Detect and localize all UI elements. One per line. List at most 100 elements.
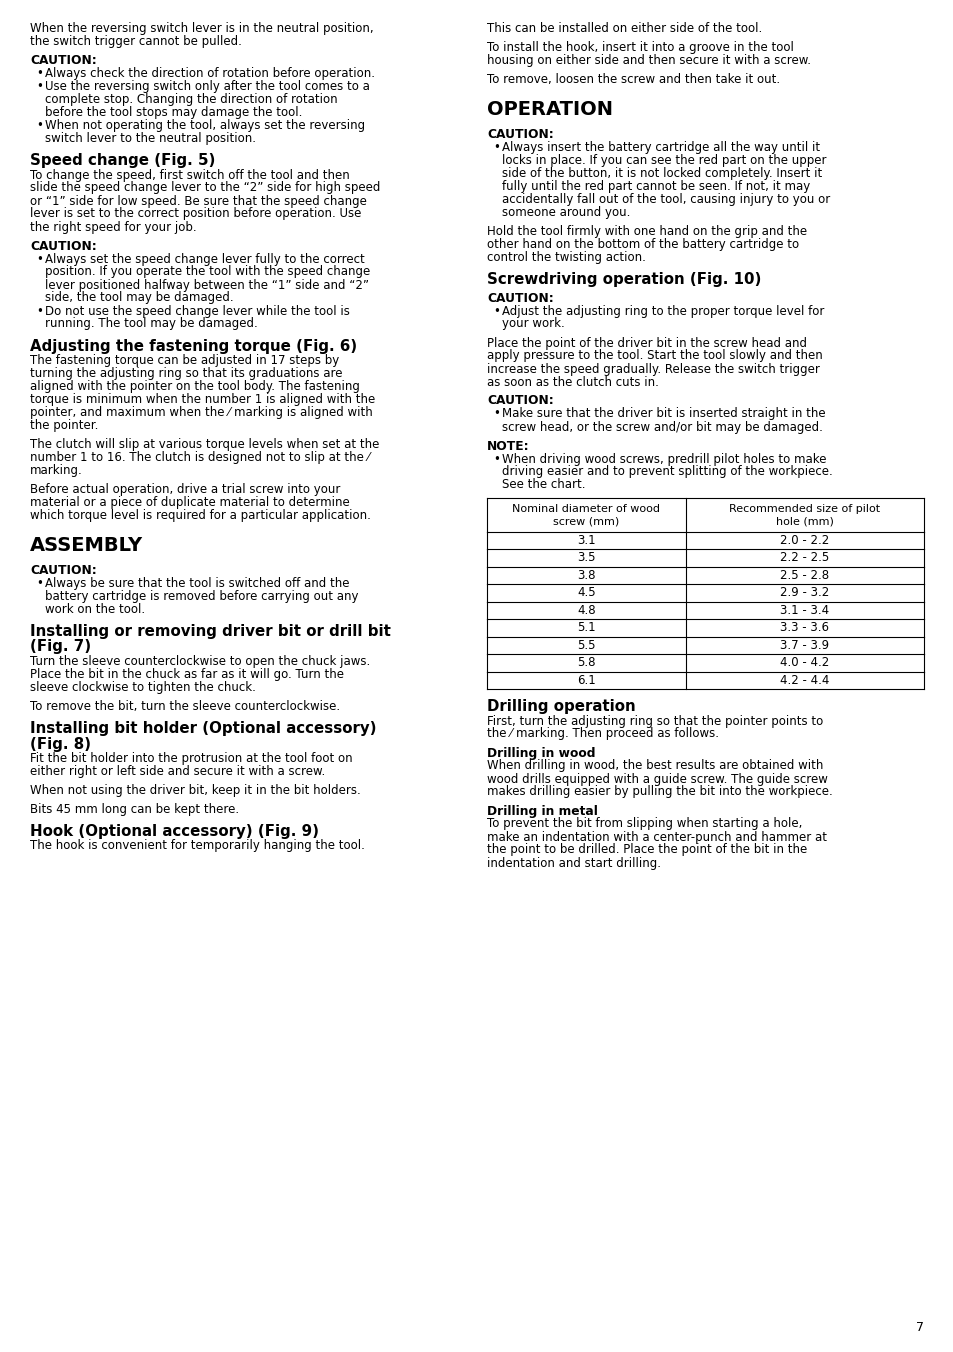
Text: fully until the red part cannot be seen. If not, it may: fully until the red part cannot be seen.… — [501, 180, 809, 193]
Text: •: • — [493, 141, 499, 154]
Text: as soon as the clutch cuts in.: as soon as the clutch cuts in. — [486, 376, 659, 388]
Text: housing on either side and then secure it with a screw.: housing on either side and then secure i… — [486, 54, 810, 68]
Text: Installing bit holder (Optional accessory): Installing bit holder (Optional accessor… — [30, 721, 376, 735]
Text: Always insert the battery cartridge all the way until it: Always insert the battery cartridge all … — [501, 141, 820, 154]
Text: The clutch will slip at various torque levels when set at the: The clutch will slip at various torque l… — [30, 438, 379, 452]
Text: Adjusting the fastening torque (Fig. 6): Adjusting the fastening torque (Fig. 6) — [30, 338, 356, 353]
Text: 6.1: 6.1 — [577, 673, 596, 687]
Text: material or a piece of duplicate material to determine: material or a piece of duplicate materia… — [30, 496, 350, 508]
Text: When the reversing switch lever is in the neutral position,: When the reversing switch lever is in th… — [30, 22, 374, 35]
Text: battery cartridge is removed before carrying out any: battery cartridge is removed before carr… — [45, 589, 358, 603]
Text: make an indentation with a center-punch and hammer at: make an indentation with a center-punch … — [486, 830, 826, 844]
Text: •: • — [493, 304, 499, 318]
Text: other hand on the bottom of the battery cartridge to: other hand on the bottom of the battery … — [486, 238, 799, 251]
Text: Speed change (Fig. 5): Speed change (Fig. 5) — [30, 153, 215, 168]
Text: This can be installed on either side of the tool.: This can be installed on either side of … — [486, 22, 761, 35]
Text: switch lever to the neutral position.: switch lever to the neutral position. — [45, 132, 255, 145]
Text: See the chart.: See the chart. — [501, 479, 585, 492]
Text: Place the point of the driver bit in the screw head and: Place the point of the driver bit in the… — [486, 337, 806, 350]
Text: Hook (Optional accessory) (Fig. 9): Hook (Optional accessory) (Fig. 9) — [30, 823, 318, 840]
Text: Do not use the speed change lever while the tool is: Do not use the speed change lever while … — [45, 304, 350, 318]
Text: Bits 45 mm long can be kept there.: Bits 45 mm long can be kept there. — [30, 803, 239, 817]
Text: aligned with the pointer on the tool body. The fastening: aligned with the pointer on the tool bod… — [30, 380, 359, 393]
Text: which torque level is required for a particular application.: which torque level is required for a par… — [30, 508, 371, 522]
Text: Hold the tool firmly with one hand on the grip and the: Hold the tool firmly with one hand on th… — [486, 224, 806, 238]
Text: 5.1: 5.1 — [577, 622, 595, 634]
Text: •: • — [493, 407, 499, 420]
Text: 5.5: 5.5 — [577, 638, 595, 652]
Text: slide the speed change lever to the “2” side for high speed: slide the speed change lever to the “2” … — [30, 181, 380, 195]
Text: driving easier and to prevent splitting of the workpiece.: driving easier and to prevent splitting … — [501, 465, 832, 479]
Text: marking.: marking. — [30, 464, 83, 477]
Text: •: • — [493, 453, 499, 465]
Text: 3.7 - 3.9: 3.7 - 3.9 — [780, 638, 828, 652]
Text: •: • — [36, 80, 43, 93]
Text: 4.0 - 4.2: 4.0 - 4.2 — [780, 656, 829, 669]
Text: lever positioned halfway between the “1” side and “2”: lever positioned halfway between the “1”… — [45, 279, 369, 292]
Text: CAUTION:: CAUTION: — [486, 128, 553, 141]
Text: CAUTION:: CAUTION: — [486, 395, 553, 407]
Text: 5.8: 5.8 — [577, 656, 595, 669]
Text: To remove the bit, turn the sleeve counterclockwise.: To remove the bit, turn the sleeve count… — [30, 700, 340, 713]
Text: lever is set to the correct position before operation. Use: lever is set to the correct position bef… — [30, 207, 361, 220]
Text: or “1” side for low speed. Be sure that the speed change: or “1” side for low speed. Be sure that … — [30, 195, 367, 207]
Text: 7: 7 — [915, 1321, 923, 1334]
Text: OPERATION: OPERATION — [486, 100, 613, 119]
Text: wood drills equipped with a guide screw. The guide screw: wood drills equipped with a guide screw.… — [486, 772, 827, 786]
Text: •: • — [36, 68, 43, 80]
Text: apply pressure to the tool. Start the tool slowly and then: apply pressure to the tool. Start the to… — [486, 350, 821, 362]
Text: 2.5 - 2.8: 2.5 - 2.8 — [780, 569, 828, 581]
Text: 4.5: 4.5 — [577, 587, 595, 599]
Text: Screwdriving operation (Fig. 10): Screwdriving operation (Fig. 10) — [486, 272, 760, 287]
Text: 2.2 - 2.5: 2.2 - 2.5 — [780, 552, 829, 564]
Text: hole (mm): hole (mm) — [775, 516, 833, 526]
Text: number 1 to 16. The clutch is designed not to slip at the ⁄: number 1 to 16. The clutch is designed n… — [30, 452, 369, 464]
Text: To change the speed, first switch off the tool and then: To change the speed, first switch off th… — [30, 169, 350, 181]
Text: position. If you operate the tool with the speed change: position. If you operate the tool with t… — [45, 265, 370, 279]
Text: Installing or removing driver bit or drill bit: Installing or removing driver bit or dri… — [30, 625, 391, 639]
Text: someone around you.: someone around you. — [501, 206, 630, 219]
Text: Turn the sleeve counterclockwise to open the chuck jaws.: Turn the sleeve counterclockwise to open… — [30, 654, 370, 668]
Text: To remove, loosen the screw and then take it out.: To remove, loosen the screw and then tak… — [486, 73, 780, 87]
Text: ASSEMBLY: ASSEMBLY — [30, 535, 143, 556]
Text: The hook is convenient for temporarily hanging the tool.: The hook is convenient for temporarily h… — [30, 840, 364, 853]
Text: the point to be drilled. Place the point of the bit in the: the point to be drilled. Place the point… — [486, 844, 806, 857]
Text: When driving wood screws, predrill pilot holes to make: When driving wood screws, predrill pilot… — [501, 453, 825, 465]
Text: running. The tool may be damaged.: running. The tool may be damaged. — [45, 318, 257, 330]
Text: •: • — [36, 577, 43, 589]
Text: Place the bit in the chuck as far as it will go. Turn the: Place the bit in the chuck as far as it … — [30, 668, 344, 681]
Text: 4.2 - 4.4: 4.2 - 4.4 — [780, 673, 829, 687]
Text: Always check the direction of rotation before operation.: Always check the direction of rotation b… — [45, 68, 375, 80]
Text: torque is minimum when the number 1 is aligned with the: torque is minimum when the number 1 is a… — [30, 393, 375, 406]
Text: indentation and start drilling.: indentation and start drilling. — [486, 857, 660, 869]
Text: Make sure that the driver bit is inserted straight in the: Make sure that the driver bit is inserte… — [501, 407, 824, 420]
Text: CAUTION:: CAUTION: — [30, 239, 96, 253]
Text: the ⁄ marking. Then proceed as follows.: the ⁄ marking. Then proceed as follows. — [486, 727, 719, 741]
Text: screw (mm): screw (mm) — [553, 516, 618, 526]
Text: When not operating the tool, always set the reversing: When not operating the tool, always set … — [45, 119, 365, 132]
Text: Use the reversing switch only after the tool comes to a: Use the reversing switch only after the … — [45, 80, 370, 93]
Text: 3.3 - 3.6: 3.3 - 3.6 — [780, 622, 828, 634]
Text: (Fig. 7): (Fig. 7) — [30, 639, 91, 654]
Text: control the twisting action.: control the twisting action. — [486, 251, 645, 264]
Text: Drilling operation: Drilling operation — [486, 699, 635, 714]
Text: To prevent the bit from slipping when starting a hole,: To prevent the bit from slipping when st… — [486, 818, 801, 830]
Text: 3.8: 3.8 — [577, 569, 595, 581]
Text: 2.0 - 2.2: 2.0 - 2.2 — [780, 534, 829, 546]
Text: •: • — [36, 304, 43, 318]
Text: Recommended size of pilot: Recommended size of pilot — [729, 504, 880, 515]
Text: To install the hook, insert it into a groove in the tool: To install the hook, insert it into a gr… — [486, 41, 793, 54]
Text: 3.1 - 3.4: 3.1 - 3.4 — [780, 604, 828, 617]
Text: the pointer.: the pointer. — [30, 419, 98, 433]
Text: locks in place. If you can see the red part on the upper: locks in place. If you can see the red p… — [501, 154, 825, 168]
Text: turning the adjusting ring so that its graduations are: turning the adjusting ring so that its g… — [30, 366, 342, 380]
Text: CAUTION:: CAUTION: — [30, 564, 96, 577]
Text: increase the speed gradually. Release the switch trigger: increase the speed gradually. Release th… — [486, 362, 819, 376]
Text: side of the button, it is not locked completely. Insert it: side of the button, it is not locked com… — [501, 168, 821, 180]
Text: CAUTION:: CAUTION: — [486, 292, 553, 304]
Text: Drilling in metal: Drilling in metal — [486, 804, 598, 818]
Text: NOTE:: NOTE: — [486, 439, 529, 453]
Text: complete stop. Changing the direction of rotation: complete stop. Changing the direction of… — [45, 93, 337, 105]
Text: Always be sure that the tool is switched off and the: Always be sure that the tool is switched… — [45, 577, 349, 589]
Text: makes drilling easier by pulling the bit into the workpiece.: makes drilling easier by pulling the bit… — [486, 786, 832, 799]
